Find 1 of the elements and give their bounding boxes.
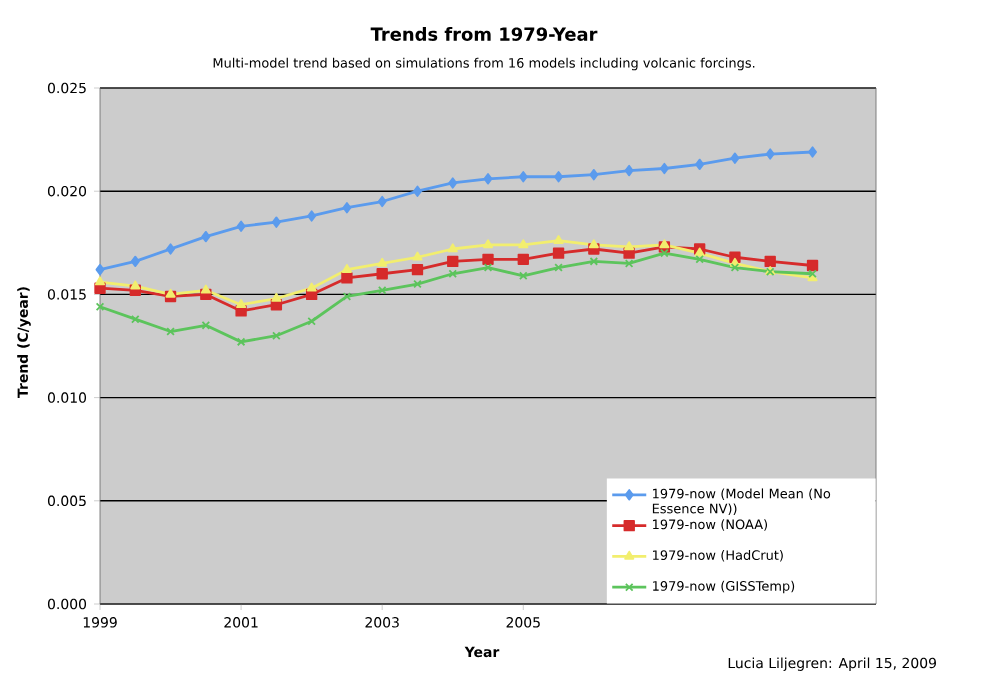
chart-title: Trends from 1979-Year (370, 27, 598, 41)
